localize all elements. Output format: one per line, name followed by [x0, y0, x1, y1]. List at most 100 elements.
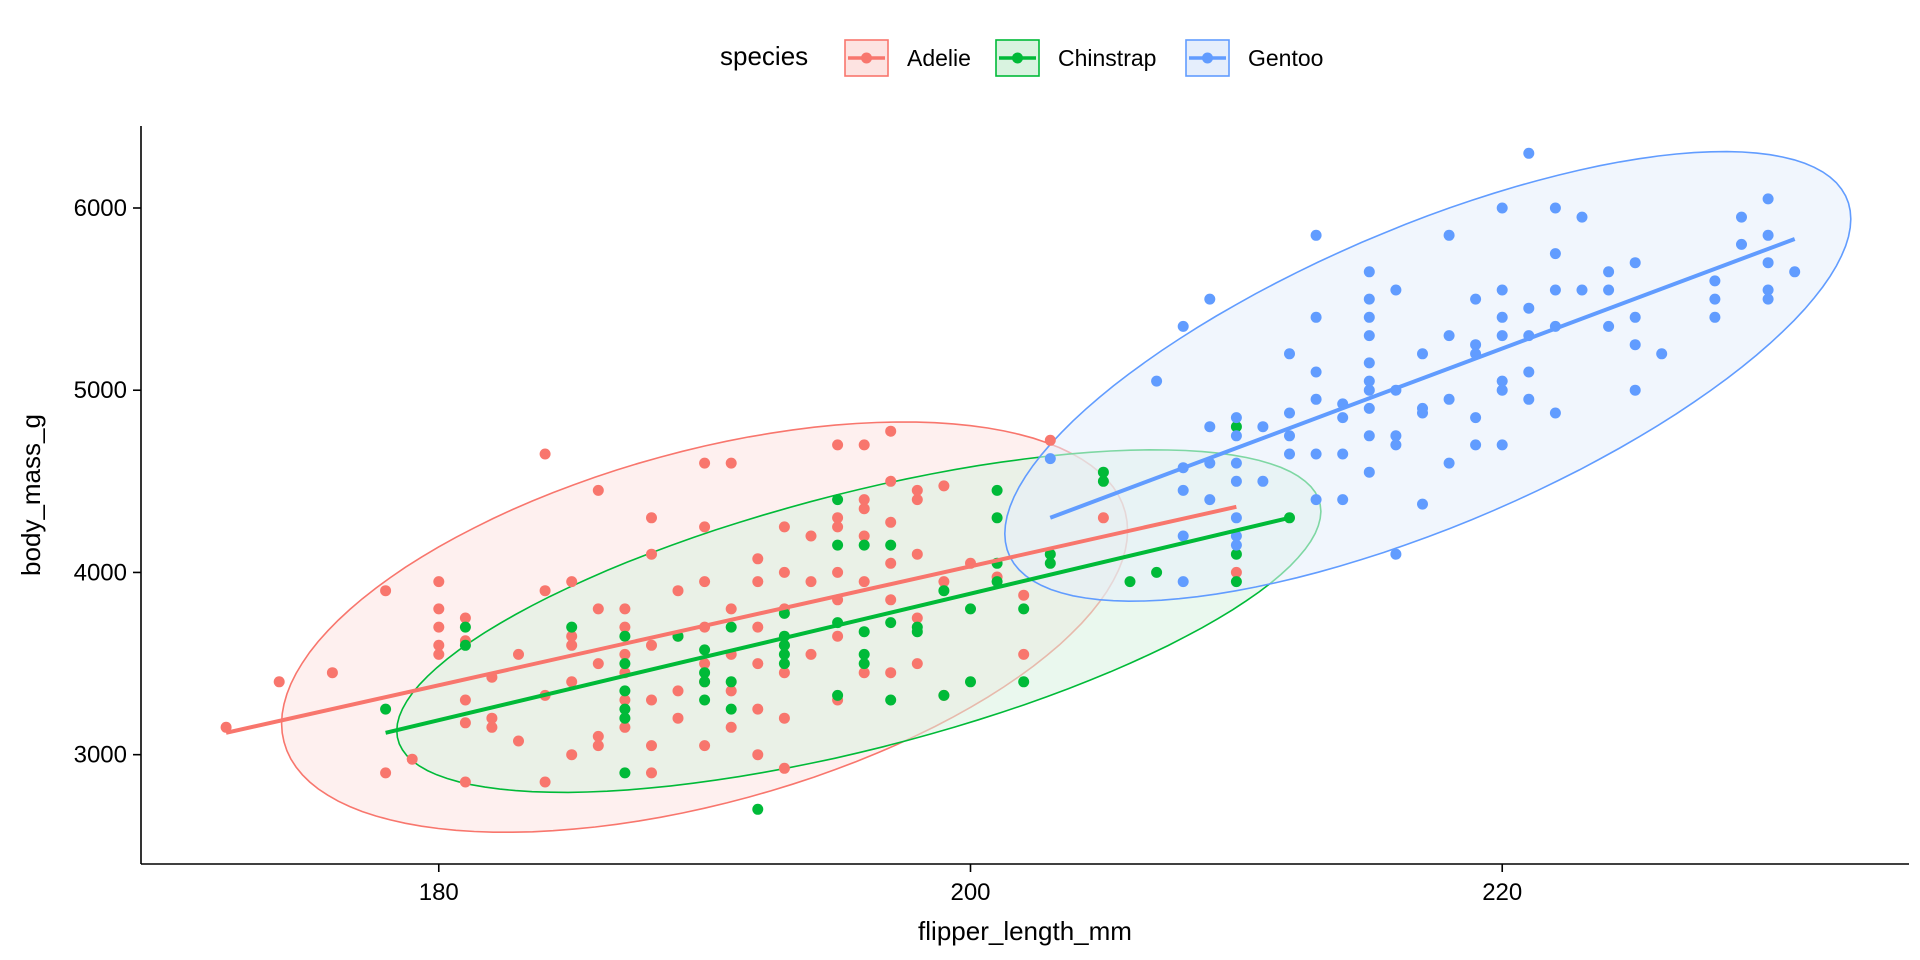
y-tick-label: 6000 — [74, 195, 127, 222]
axes: 180 200 220 3000 4000 5000 6000 flipper_lengt… — [16, 126, 1909, 946]
point-gentoo — [1576, 211, 1588, 223]
point-chinstrap — [725, 703, 737, 715]
point-gentoo — [1363, 384, 1375, 396]
point-chinstrap — [1230, 576, 1242, 588]
point-gentoo — [1549, 284, 1561, 296]
point-gentoo — [1363, 330, 1375, 342]
point-gentoo — [1470, 293, 1482, 305]
legend-label: Adelie — [907, 45, 971, 71]
point-adelie — [433, 621, 445, 633]
regression-line-chinstrap — [385, 515, 1290, 735]
point-adelie — [459, 776, 471, 788]
point-gentoo — [1230, 512, 1242, 524]
point-adelie — [273, 676, 285, 688]
point-gentoo — [1603, 266, 1615, 278]
point-adelie — [646, 512, 657, 524]
point-chinstrap — [699, 667, 711, 679]
point-adelie — [778, 712, 790, 724]
point-gentoo — [1337, 448, 1349, 460]
point-chinstrap — [1124, 576, 1136, 588]
point-gentoo — [1417, 348, 1428, 360]
point-gentoo — [1443, 229, 1455, 241]
point-adelie — [459, 717, 471, 729]
point-chinstrap — [619, 685, 631, 697]
point-gentoo — [1443, 330, 1455, 342]
point-adelie — [433, 576, 445, 588]
point-gentoo — [1230, 539, 1242, 551]
point-gentoo — [1470, 439, 1482, 451]
point-chinstrap — [778, 639, 790, 651]
point-adelie — [566, 676, 578, 688]
x-axis-ticks: 180 200 220 — [419, 864, 1522, 906]
point-adelie — [725, 603, 737, 615]
point-adelie — [885, 516, 897, 528]
point-adelie — [885, 594, 897, 606]
point-chinstrap — [619, 712, 631, 724]
y-axis-ticks: 3000 4000 5000 6000 — [74, 195, 141, 769]
point-chinstrap — [991, 576, 1003, 588]
point-chinstrap — [752, 803, 764, 815]
point-gentoo — [1257, 475, 1269, 487]
point-chinstrap — [566, 621, 578, 633]
point-gentoo — [1337, 412, 1349, 424]
point-gentoo — [1709, 311, 1721, 323]
point-adelie — [1230, 566, 1242, 578]
x-tick-label: 220 — [1482, 879, 1522, 906]
point-adelie — [699, 521, 711, 533]
legend-key-point — [861, 52, 872, 64]
point-adelie — [592, 484, 604, 496]
point-gentoo — [1284, 348, 1295, 360]
point-gentoo — [1310, 494, 1322, 506]
point-chinstrap — [1018, 676, 1030, 688]
point-gentoo — [1443, 457, 1455, 469]
point-chinstrap — [459, 639, 471, 651]
regression-lines — [225, 237, 1796, 735]
point-adelie — [699, 658, 711, 670]
point-gentoo — [1496, 284, 1508, 296]
point-gentoo — [1284, 448, 1295, 460]
point-chinstrap — [619, 630, 631, 642]
point-chinstrap — [991, 512, 1003, 524]
point-adelie — [513, 648, 524, 660]
y-axis-title: body_mass_g — [16, 414, 46, 576]
point-adelie — [858, 494, 870, 506]
point-chinstrap — [619, 658, 631, 670]
regression-line-adelie — [225, 504, 1237, 735]
point-chinstrap — [1018, 603, 1030, 615]
point-gentoo — [1496, 202, 1508, 214]
legend: species Adelie Chinstrap Gentoo — [720, 39, 1323, 77]
legend-key-point — [1012, 52, 1023, 64]
point-chinstrap — [858, 539, 870, 551]
point-chinstrap — [699, 644, 711, 656]
point-gentoo — [1230, 457, 1242, 469]
y-tick-label: 4000 — [74, 559, 127, 586]
point-chinstrap — [1230, 548, 1242, 560]
point-chinstrap — [725, 621, 737, 633]
point-adelie — [832, 630, 844, 642]
point-gentoo — [1390, 439, 1402, 451]
point-gentoo — [1736, 238, 1747, 250]
point-gentoo — [1762, 257, 1774, 269]
point-gentoo — [1470, 412, 1482, 424]
point-gentoo — [1549, 248, 1561, 260]
point-gentoo — [1417, 498, 1428, 510]
point-gentoo — [1629, 384, 1641, 396]
legend-item-gentoo: Gentoo — [1185, 39, 1323, 77]
point-gentoo — [1310, 448, 1322, 460]
point-chinstrap — [1097, 475, 1109, 487]
point-adelie — [459, 694, 471, 706]
point-adelie — [752, 658, 764, 670]
legend-keys: Adelie Chinstrap Gentoo — [844, 39, 1323, 77]
point-chinstrap — [911, 626, 923, 638]
legend-key-point — [1202, 52, 1213, 64]
point-adelie — [433, 603, 445, 615]
point-gentoo — [1762, 229, 1774, 241]
point-chinstrap — [619, 703, 631, 715]
point-chinstrap — [885, 617, 897, 629]
point-adelie — [592, 658, 604, 670]
point-gentoo — [1363, 402, 1375, 414]
point-adelie — [566, 639, 578, 651]
point-chinstrap — [832, 539, 844, 551]
point-adelie — [858, 530, 870, 542]
point-chinstrap — [938, 585, 950, 597]
